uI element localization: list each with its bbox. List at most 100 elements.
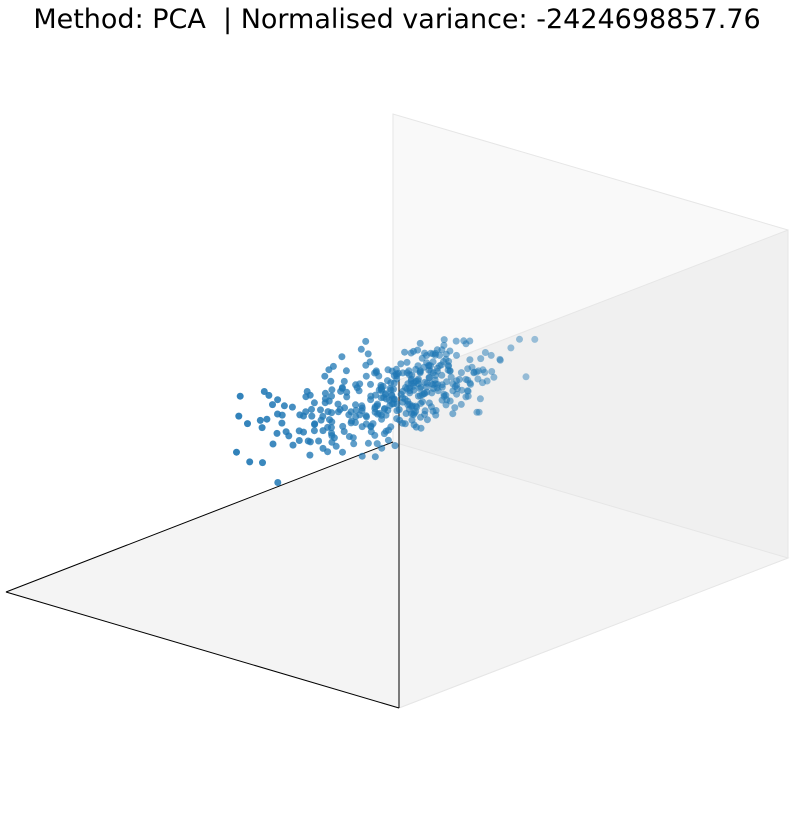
scatter-points [233, 335, 539, 486]
scatter-point [401, 348, 409, 356]
scatter-point [371, 408, 379, 416]
scatter-point [260, 388, 268, 395]
scatter-point [367, 380, 374, 388]
scatter-point [328, 386, 336, 394]
scatter-point [408, 416, 416, 424]
y-axis-line [5, 591, 400, 709]
scatter-point [308, 412, 316, 420]
scatter-point [440, 336, 448, 344]
scatter-point [328, 429, 335, 437]
scatter-point [274, 396, 282, 404]
scatter-point [477, 355, 485, 363]
scatter-point [321, 399, 329, 407]
scatter-point [274, 479, 282, 486]
scatter-point [384, 366, 392, 374]
scatter-point [386, 385, 394, 393]
scatter-point [447, 373, 455, 381]
scatter-point [464, 365, 472, 373]
scatter-point [490, 373, 498, 381]
scatter-point [256, 416, 264, 424]
scatter-point [358, 423, 366, 431]
scatter-point [393, 407, 401, 415]
scatter-point [449, 387, 457, 395]
scatter-point [345, 411, 353, 419]
scatter-point [358, 402, 366, 410]
scatter-point [363, 413, 370, 421]
scatter-point [342, 367, 350, 375]
scatter-point [235, 412, 243, 420]
scatter-point [334, 400, 342, 408]
scatter-point [311, 420, 319, 428]
scatter-point [507, 344, 515, 352]
scatter-point [371, 369, 379, 377]
scatter-point [259, 459, 266, 467]
scatter-point [516, 335, 523, 343]
scatter-point [444, 366, 452, 374]
scatter-point [327, 377, 335, 385]
scatter-point [414, 392, 422, 400]
scatter-point [337, 387, 345, 395]
scatter-point [296, 411, 304, 419]
scatter-point [263, 415, 271, 423]
scatter-point [308, 405, 315, 413]
scatter-point [274, 410, 281, 418]
scatter-point [295, 437, 303, 444]
scatter-point [438, 371, 446, 379]
scatter-point [278, 419, 286, 427]
scatter-point [304, 437, 312, 445]
scatter-point [302, 393, 310, 401]
scatter-point [364, 350, 372, 358]
scatter-point [324, 408, 332, 416]
scatter-point [397, 390, 405, 398]
scatter-point [460, 337, 468, 345]
scatter-point [466, 356, 474, 364]
scatter-point [452, 337, 460, 345]
scatter-point [378, 444, 386, 452]
scatter-point [350, 440, 358, 448]
scatter-point [421, 349, 429, 357]
scatter-point [462, 393, 470, 401]
axis-panes [4, 113, 790, 709]
scatter-point [362, 372, 370, 380]
scatter-point [288, 403, 296, 411]
scatter-point [371, 453, 379, 461]
scatter-point [412, 365, 420, 373]
scatter-point [470, 369, 478, 377]
scatter-point [273, 429, 281, 437]
scatter-point [438, 396, 446, 404]
scatter-point [488, 368, 496, 375]
scatter-point [338, 353, 346, 361]
scatter-point [474, 375, 482, 383]
scatter-point [373, 440, 381, 448]
scatter-point [367, 392, 375, 400]
scatter-point [364, 439, 372, 447]
scatter-point [449, 380, 457, 388]
scatter-point [425, 374, 433, 382]
scatter-point [417, 413, 424, 421]
scatter-point [319, 444, 327, 452]
scatter-point [378, 415, 386, 423]
scatter-point [325, 366, 333, 374]
scatter-point [289, 441, 297, 449]
scatter-point [339, 448, 346, 456]
scatter-point [449, 410, 457, 418]
scatter-point [381, 405, 389, 412]
scatter-point [531, 335, 539, 343]
scatter-point [423, 416, 431, 424]
scatter-point [269, 440, 277, 448]
scatter-point [334, 408, 342, 416]
scatter-point [402, 410, 410, 417]
scatter-point [457, 369, 465, 377]
scatter-point [397, 360, 405, 368]
scatter-point [442, 350, 450, 358]
scatter-point [416, 339, 424, 347]
scatter-point [451, 404, 459, 412]
scatter-point [481, 349, 489, 356]
scatter-point [425, 399, 433, 407]
scatter-point [315, 437, 323, 445]
scatter-point [321, 372, 329, 380]
scatter-point [258, 424, 266, 432]
scatter-point [457, 400, 465, 408]
scatter-point [487, 351, 495, 359]
